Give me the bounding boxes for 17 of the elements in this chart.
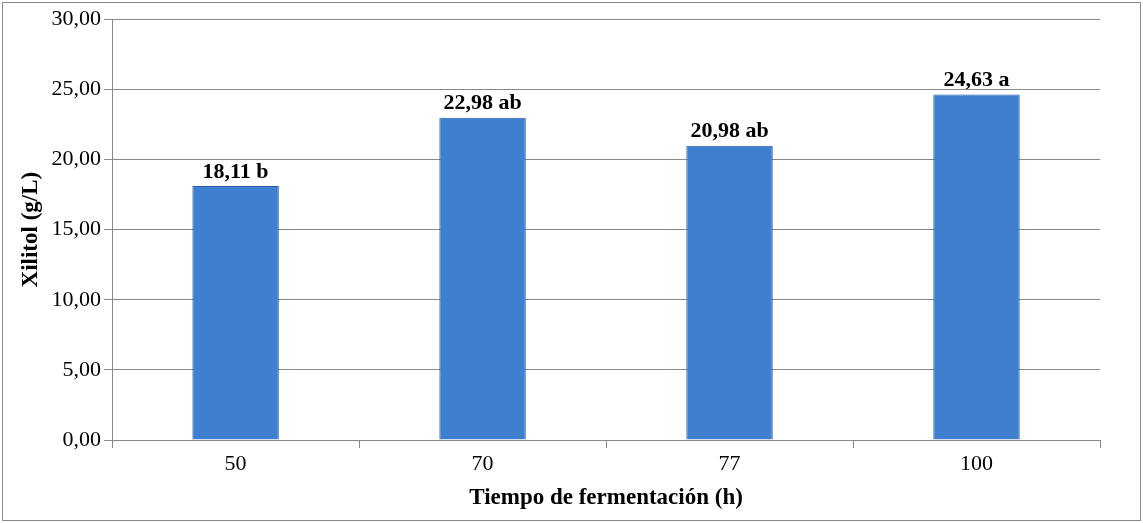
x-axis-title: Tiempo de fermentación (h) (469, 484, 743, 510)
y-axis-title: Xilitol (g/L) (16, 171, 42, 288)
data-label: 18,11 b (202, 157, 269, 183)
y-tick-label: 10,00 (51, 285, 102, 311)
data-label: 22,98 ab (443, 89, 522, 115)
y-tick-label: 30,00 (51, 4, 102, 30)
y-tick-label: 25,00 (51, 75, 102, 101)
y-tick-label: 5,00 (62, 355, 102, 381)
data-label: 24,63 a (943, 66, 1010, 92)
y-tick-label: 0,00 (62, 425, 102, 451)
x-tick-label: 100 (960, 449, 994, 475)
data-label: 20,98 ab (690, 117, 769, 143)
y-tick-label: 20,00 (51, 145, 102, 171)
x-tick-label: 77 (718, 449, 741, 475)
y-tick-label: 15,00 (51, 215, 102, 241)
x-tick-label: 70 (471, 449, 494, 475)
x-tick-label: 50 (224, 449, 247, 475)
